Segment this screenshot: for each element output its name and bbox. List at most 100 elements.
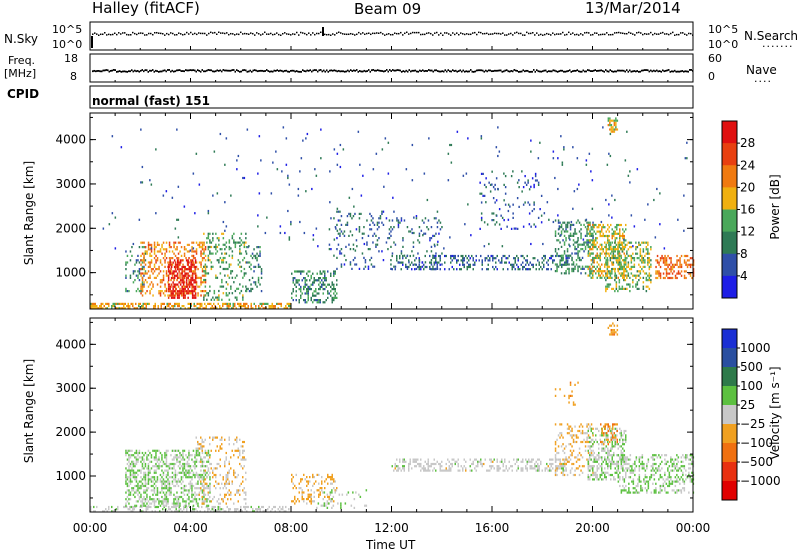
power-cell bbox=[517, 265, 519, 269]
power-cell bbox=[554, 176, 556, 180]
power-cell bbox=[363, 256, 365, 259]
noise-sky-point bbox=[508, 33, 510, 35]
power-cell bbox=[144, 279, 147, 282]
noise-sky-point bbox=[604, 33, 606, 36]
velocity-cell bbox=[159, 491, 162, 494]
freq-point bbox=[426, 70, 428, 72]
power-cell bbox=[391, 268, 393, 271]
velocity-cell bbox=[188, 471, 190, 474]
power-cell bbox=[627, 274, 630, 277]
velocity-cell bbox=[161, 489, 163, 492]
velocity-cell bbox=[140, 460, 142, 463]
power-cell bbox=[382, 259, 385, 262]
power-cell bbox=[250, 305, 252, 308]
velocity-cell bbox=[203, 471, 205, 474]
velocity-cell bbox=[165, 495, 168, 499]
power-cell bbox=[191, 292, 194, 295]
velocity-cell bbox=[130, 505, 132, 509]
power-cell bbox=[600, 220, 603, 224]
velocity-cell bbox=[156, 491, 159, 494]
power-cell bbox=[612, 257, 615, 260]
power-cell bbox=[94, 307, 96, 310]
velocity-cell bbox=[126, 489, 129, 492]
power-cell bbox=[124, 302, 126, 305]
power-cell bbox=[129, 305, 131, 308]
power-cell bbox=[207, 248, 210, 251]
power-cell bbox=[333, 283, 335, 286]
velocity-cell bbox=[176, 502, 178, 505]
freq-point bbox=[450, 70, 452, 73]
power-cell bbox=[602, 274, 604, 277]
velocity-cell bbox=[146, 467, 148, 470]
power-cell bbox=[614, 248, 616, 251]
freq-point bbox=[107, 69, 109, 72]
power-cell bbox=[566, 223, 569, 226]
power-cell bbox=[608, 283, 610, 286]
noise-sky-point bbox=[162, 33, 164, 35]
power-cell bbox=[203, 281, 205, 284]
power-cell bbox=[541, 261, 543, 264]
velocity-cell bbox=[206, 500, 208, 503]
power-cell bbox=[441, 263, 443, 266]
power-cell bbox=[615, 124, 617, 127]
velocity-cell bbox=[168, 489, 171, 492]
power-cell bbox=[340, 215, 343, 218]
power-cell bbox=[592, 259, 594, 262]
power-cell bbox=[143, 257, 145, 260]
power-cell bbox=[460, 268, 462, 271]
velocity-cell bbox=[126, 484, 129, 488]
freq-point bbox=[399, 69, 401, 72]
power-cell bbox=[580, 259, 582, 262]
power-cell bbox=[331, 299, 333, 302]
power-cell bbox=[221, 259, 223, 262]
noise-sky-point bbox=[214, 31, 216, 34]
velocity-cell bbox=[127, 508, 129, 511]
power-cell bbox=[439, 228, 442, 231]
power-cell bbox=[376, 239, 379, 242]
freq-point bbox=[462, 69, 464, 72]
power-cell bbox=[181, 268, 183, 271]
velocity-cell bbox=[209, 471, 211, 474]
velocity-cell bbox=[134, 471, 136, 474]
power-cell bbox=[397, 226, 400, 229]
power-cell bbox=[203, 274, 205, 277]
power-cell bbox=[257, 214, 259, 217]
power-cell bbox=[187, 292, 189, 295]
velocity-cell bbox=[222, 508, 224, 511]
power-cell bbox=[565, 261, 567, 264]
power-cell bbox=[327, 292, 329, 295]
velocity-cell bbox=[155, 454, 157, 457]
power-cell bbox=[423, 268, 425, 271]
velocity-cell bbox=[152, 498, 154, 501]
velocity-cell bbox=[102, 510, 104, 513]
power-cell bbox=[659, 259, 662, 262]
power-cell bbox=[577, 243, 579, 246]
freq-point bbox=[383, 70, 385, 73]
velocity-cell bbox=[167, 480, 169, 483]
velocity-cell bbox=[174, 469, 177, 472]
freq-point bbox=[312, 69, 314, 72]
freq-point bbox=[540, 70, 542, 73]
power-cell bbox=[184, 274, 186, 277]
power-cell bbox=[181, 279, 183, 282]
power-cell bbox=[613, 234, 615, 238]
freq-point bbox=[332, 69, 334, 72]
freq-point bbox=[678, 70, 680, 73]
power-cell bbox=[168, 257, 171, 260]
velocity-cell bbox=[218, 502, 220, 505]
power-cell bbox=[632, 279, 634, 282]
power-cell bbox=[618, 259, 621, 262]
noise-sky-point bbox=[664, 33, 666, 35]
power-cell bbox=[184, 294, 186, 297]
power-cell bbox=[164, 285, 166, 288]
power-cell bbox=[387, 237, 389, 240]
freq-point bbox=[405, 69, 407, 72]
power-cell bbox=[648, 268, 651, 271]
power-cell bbox=[406, 265, 408, 269]
power-cell bbox=[516, 197, 519, 200]
power-cell bbox=[607, 119, 610, 122]
velocity-cell bbox=[224, 493, 226, 496]
power-cell bbox=[433, 263, 436, 266]
velocity-cell bbox=[161, 465, 163, 468]
velocity-cell bbox=[258, 508, 260, 511]
